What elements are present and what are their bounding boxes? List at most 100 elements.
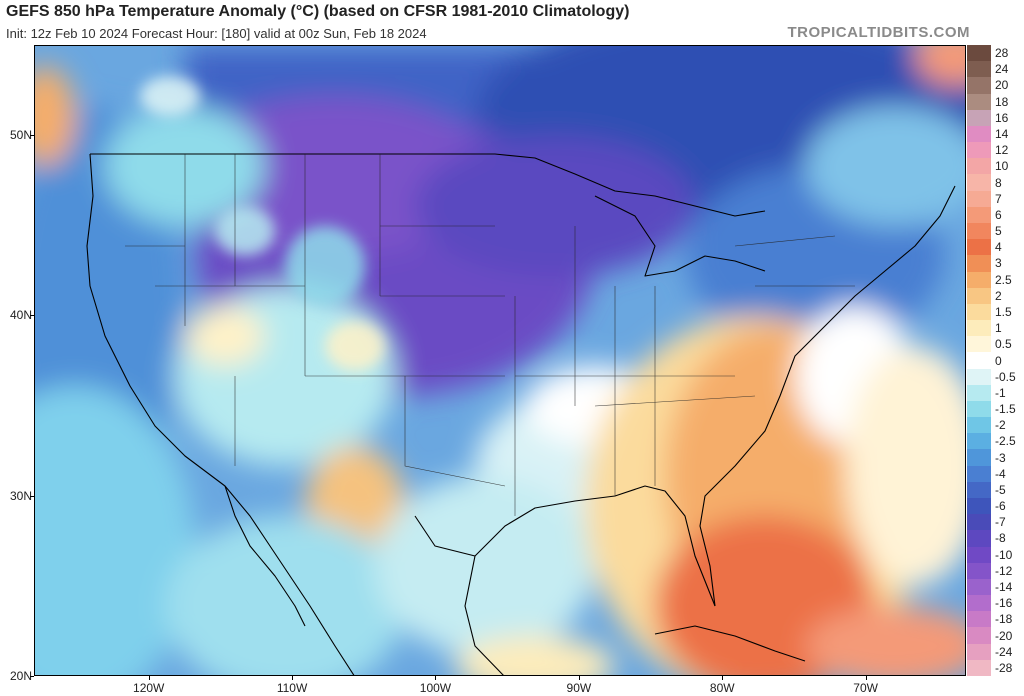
colorbar-swatch — [967, 77, 991, 95]
latitude-tick — [30, 676, 34, 677]
colorbar — [967, 45, 991, 677]
colorbar-label: 4 — [995, 240, 1002, 255]
longitude-tick — [292, 676, 294, 680]
colorbar-swatch — [967, 45, 991, 62]
colorbar-label: 20 — [995, 78, 1009, 93]
colorbar-swatch — [967, 174, 991, 192]
colorbar-swatch — [967, 578, 991, 596]
longitude-tick — [148, 676, 150, 680]
colorbar-label: -4 — [995, 466, 1006, 481]
colorbar-swatch — [967, 498, 991, 515]
colorbar-swatch — [967, 449, 991, 467]
map-canvas — [35, 46, 965, 675]
colorbar-swatch — [967, 611, 991, 628]
colorbar-swatch — [967, 481, 991, 499]
colorbar-label: -10 — [995, 547, 1013, 562]
colorbar-swatch — [967, 93, 991, 111]
colorbar-label: 7 — [995, 191, 1002, 206]
colorbar-swatch — [967, 384, 991, 402]
colorbar-label: -2.5 — [995, 434, 1016, 449]
colorbar-label: 16 — [995, 110, 1009, 125]
latitude-tick — [30, 135, 34, 137]
longitude-label: 100W — [419, 681, 452, 695]
anomaly-map — [34, 45, 966, 676]
colorbar-swatch — [967, 271, 991, 289]
longitude-label: 120W — [133, 681, 165, 695]
brand-watermark: TROPICALTIDBITS.COM — [787, 24, 970, 41]
colorbar-label: 24 — [995, 62, 1009, 77]
colorbar-swatch — [967, 659, 991, 677]
latitude-label: 40N — [9, 308, 32, 323]
colorbar-swatch — [967, 142, 991, 159]
colorbar-swatch — [967, 239, 991, 256]
colorbar-label: 2 — [995, 288, 1002, 303]
longitude-tick — [578, 676, 580, 680]
colorbar-label: -14 — [995, 580, 1013, 594]
colorbar-label: -24 — [995, 644, 1013, 659]
longitude-label: 110W — [276, 681, 308, 695]
colorbar-label: 28 — [995, 46, 1009, 61]
colorbar-label: 0 — [995, 353, 1002, 368]
colorbar-label: -0.5 — [995, 369, 1016, 384]
colorbar-swatch — [967, 206, 991, 224]
longitude-tick — [435, 676, 437, 680]
colorbar-label: -8 — [995, 531, 1006, 546]
colorbar-swatch — [967, 546, 991, 564]
latitude-label: 20N — [9, 669, 32, 683]
colorbar-swatch — [967, 368, 991, 386]
colorbar-label: -20 — [995, 628, 1013, 643]
colorbar-swatch — [967, 190, 991, 208]
colorbar-swatch — [967, 433, 991, 450]
latitude-tick — [30, 315, 34, 317]
colorbar-swatch — [967, 400, 991, 418]
colorbar-label: -5 — [995, 482, 1006, 497]
colorbar-label: -18 — [995, 612, 1013, 627]
colorbar-swatch — [967, 352, 991, 370]
colorbar-label: 8 — [995, 175, 1002, 190]
latitude-label: 30N — [9, 488, 32, 503]
colorbar-swatch — [967, 417, 991, 434]
longitude-tick — [865, 676, 867, 680]
latitude-tick — [30, 495, 34, 497]
colorbar-label: -16 — [995, 596, 1013, 611]
colorbar-label: 1.5 — [995, 304, 1012, 319]
colorbar-swatch — [967, 303, 991, 321]
colorbar-swatch — [967, 158, 991, 175]
chart-title: GEFS 850 hPa Temperature Anomaly (°C) (b… — [6, 3, 630, 20]
colorbar-swatch — [967, 61, 991, 78]
colorbar-swatch — [967, 320, 991, 337]
colorbar-swatch — [967, 643, 991, 661]
colorbar-label: -2 — [995, 418, 1006, 433]
colorbar-label: 2.5 — [995, 272, 1012, 287]
colorbar-label: -6 — [995, 499, 1006, 514]
colorbar-label: -12 — [995, 563, 1013, 578]
colorbar-label: 10 — [995, 159, 1009, 174]
longitude-label: 70W — [853, 681, 878, 695]
colorbar-swatch — [967, 336, 991, 353]
longitude-label: 80W — [709, 681, 735, 695]
colorbar-label: 6 — [995, 207, 1002, 222]
colorbar-label: -28 — [995, 660, 1013, 675]
colorbar-label: 12 — [995, 143, 1009, 158]
longitude-tick — [722, 676, 724, 680]
colorbar-label: 1 — [995, 321, 1002, 336]
colorbar-swatch — [967, 562, 991, 580]
colorbar-swatch — [967, 109, 991, 127]
colorbar-swatch — [967, 125, 991, 143]
colorbar-label: 14 — [995, 126, 1009, 141]
colorbar-swatch — [967, 627, 991, 645]
colorbar-label: -3 — [995, 450, 1006, 465]
colorbar-swatch — [967, 514, 991, 531]
colorbar-swatch — [967, 287, 991, 305]
colorbar-label: -1.5 — [995, 402, 1016, 417]
colorbar-swatch — [967, 255, 991, 272]
latitude-label: 50N — [9, 128, 32, 143]
chart-subtitle: Init: 12z Feb 10 2024 Forecast Hour: [18… — [6, 26, 427, 41]
colorbar-swatch — [967, 530, 991, 548]
colorbar-swatch — [967, 222, 991, 240]
colorbar-swatch — [967, 465, 991, 483]
colorbar-label: -1 — [995, 385, 1006, 400]
colorbar-label: 3 — [995, 256, 1002, 271]
colorbar-label: -7 — [995, 515, 1006, 530]
colorbar-label: 18 — [995, 94, 1009, 109]
